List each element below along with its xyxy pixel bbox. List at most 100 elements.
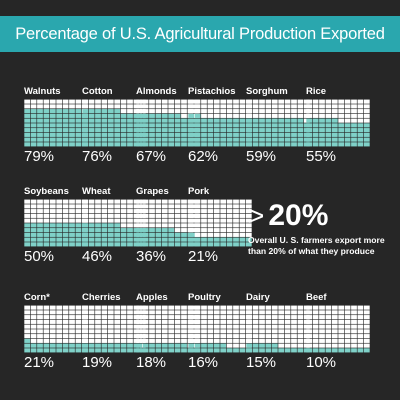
empty-cell <box>107 209 114 214</box>
empty-cell <box>245 209 252 214</box>
filled-cell <box>95 343 101 348</box>
filled-cell <box>155 232 162 237</box>
filled-cell <box>161 242 168 247</box>
filled-cell <box>201 142 207 147</box>
filled-cell <box>88 142 95 147</box>
filled-cell <box>88 118 95 123</box>
empty-cell <box>101 104 108 109</box>
filled-cell <box>114 137 121 142</box>
empty-cell <box>114 324 121 329</box>
filled-cell <box>43 123 50 128</box>
empty-cell <box>161 334 168 339</box>
empty-cell <box>88 104 95 109</box>
waffle-cells <box>188 99 252 147</box>
filled-cell <box>181 348 187 353</box>
filled-cell <box>56 109 63 114</box>
filled-cell <box>127 113 133 118</box>
empty-cell <box>233 319 239 324</box>
waffle-cells <box>246 305 310 353</box>
filled-cell <box>259 137 265 142</box>
empty-cell <box>201 310 207 315</box>
empty-cell <box>142 305 149 310</box>
empty-cell <box>136 338 143 343</box>
empty-cell <box>56 199 63 204</box>
empty-cell <box>37 199 43 204</box>
empty-cell <box>246 324 253 329</box>
filled-cell <box>114 348 121 353</box>
empty-cell <box>188 228 195 233</box>
percent-label: 59% <box>246 148 277 165</box>
empty-cell <box>265 334 272 339</box>
empty-cell <box>233 218 239 223</box>
empty-cell <box>325 310 332 315</box>
empty-cell <box>207 113 214 118</box>
empty-cell <box>95 315 101 320</box>
filled-cell <box>95 228 101 233</box>
filled-cell <box>319 142 325 147</box>
empty-cell <box>114 213 121 218</box>
empty-cell <box>325 99 332 104</box>
filled-cell <box>49 237 56 242</box>
filled-cell <box>95 348 101 353</box>
percent-label: 76% <box>82 148 113 165</box>
filled-cell <box>174 123 181 128</box>
empty-cell <box>297 319 304 324</box>
empty-cell <box>194 228 201 233</box>
empty-cell <box>136 99 143 104</box>
empty-cell <box>30 218 37 223</box>
empty-cell <box>88 218 95 223</box>
empty-cell <box>344 305 351 310</box>
empty-cell <box>357 104 364 109</box>
empty-cell <box>142 223 149 228</box>
empty-cell <box>220 329 227 334</box>
empty-cell <box>338 343 345 348</box>
empty-cell <box>319 104 325 109</box>
filled-cell <box>62 223 69 228</box>
percent-label: 19% <box>82 354 113 371</box>
filled-cell <box>174 142 181 147</box>
empty-cell <box>278 310 285 315</box>
filled-cell <box>259 348 265 353</box>
empty-cell <box>226 232 233 237</box>
empty-cell <box>114 338 121 343</box>
filled-cell <box>75 343 82 348</box>
empty-cell <box>95 338 101 343</box>
empty-cell <box>325 315 332 320</box>
filled-cell <box>291 118 297 123</box>
filled-cell <box>351 128 357 133</box>
empty-cell <box>56 305 63 310</box>
filled-cell <box>174 348 181 353</box>
empty-cell <box>312 338 319 343</box>
empty-cell <box>43 199 50 204</box>
empty-cell <box>338 319 345 324</box>
empty-cell <box>155 310 162 315</box>
empty-cell <box>363 329 370 334</box>
filled-cell <box>188 128 195 133</box>
filled-cell <box>69 123 75 128</box>
empty-cell <box>43 334 50 339</box>
filled-cell <box>312 137 319 142</box>
empty-cell <box>181 199 187 204</box>
empty-cell <box>24 329 31 334</box>
empty-cell <box>207 109 214 114</box>
filled-cell <box>30 232 37 237</box>
filled-cell <box>161 142 168 147</box>
filled-cell <box>149 242 155 247</box>
empty-cell <box>188 104 195 109</box>
empty-cell <box>278 338 285 343</box>
filled-cell <box>174 137 181 142</box>
empty-cell <box>239 319 246 324</box>
empty-cell <box>30 334 37 339</box>
empty-cell <box>278 104 285 109</box>
empty-cell <box>120 310 127 315</box>
empty-cell <box>188 204 195 209</box>
empty-cell <box>56 209 63 214</box>
filled-cell <box>24 237 31 242</box>
empty-cell <box>252 310 259 315</box>
filled-cell <box>49 123 56 128</box>
empty-cell <box>161 209 168 214</box>
empty-cell <box>297 99 304 104</box>
empty-cell <box>37 324 43 329</box>
filled-cell <box>114 237 121 242</box>
empty-cell <box>56 218 63 223</box>
